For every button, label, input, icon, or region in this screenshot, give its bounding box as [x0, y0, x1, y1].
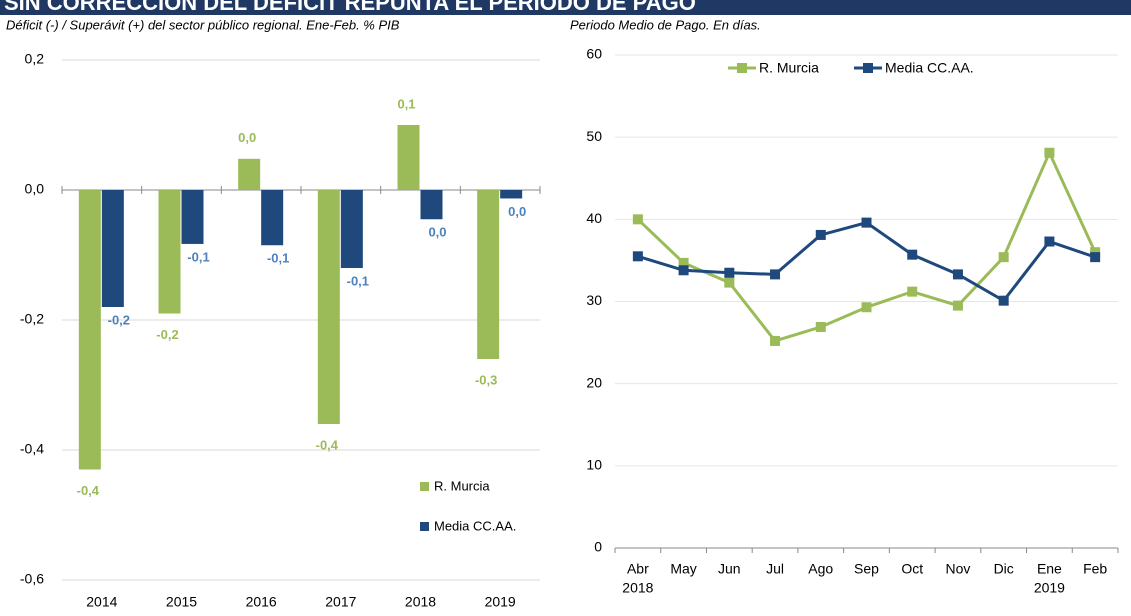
x-tick-label: Sep	[854, 561, 879, 577]
marker	[907, 249, 918, 260]
legend-label: Media CC.AA.	[434, 518, 516, 533]
y-tick-label: 40	[586, 210, 602, 226]
bar	[158, 190, 181, 314]
x-tick-label: 2015	[166, 594, 197, 610]
x-tick-label: Abr	[627, 561, 649, 577]
marker	[770, 335, 781, 346]
x-tick-label: Nov	[946, 561, 971, 577]
y-tick-label: 50	[586, 128, 602, 144]
bar	[420, 190, 443, 220]
marker	[770, 269, 781, 280]
bar	[238, 158, 261, 190]
legend-swatch	[420, 522, 429, 531]
marker	[998, 295, 1009, 306]
value-label: 0,0	[428, 225, 446, 240]
legend-label: R. Murcia	[434, 478, 490, 493]
marker	[907, 286, 918, 297]
x-tick-label: May	[670, 561, 696, 577]
y-tick-label: 0,0	[25, 181, 45, 197]
legend-marker	[863, 63, 873, 73]
marker	[724, 277, 735, 288]
x-tick-label: 2019	[485, 594, 516, 610]
value-label: 0,0	[508, 204, 526, 219]
bar	[101, 190, 124, 307]
value-label: -0,4	[316, 437, 339, 452]
bar	[181, 190, 204, 244]
marker	[1044, 236, 1055, 247]
value-label: -0,1	[347, 273, 369, 288]
x-tick-label: Oct	[901, 561, 923, 577]
marker	[815, 229, 826, 240]
x-group-label: 2018	[622, 580, 653, 596]
value-label: 0,0	[238, 130, 256, 145]
header-gap	[0, 15, 1131, 17]
value-label: -0,3	[475, 372, 497, 387]
x-tick-label: Ene	[1037, 561, 1062, 577]
line	[637, 220, 1096, 303]
marker	[1090, 252, 1101, 263]
header-band	[0, 0, 1131, 15]
x-group-label: 2019	[1034, 580, 1065, 596]
x-tick-label: Feb	[1083, 561, 1107, 577]
marker	[952, 300, 963, 311]
y-tick-label: -0,4	[20, 441, 44, 457]
x-tick-label: 2018	[405, 594, 436, 610]
y-tick-label: 60	[586, 46, 602, 62]
legend-swatch	[420, 482, 429, 491]
y-tick-label: 20	[586, 374, 602, 390]
x-tick-label: 2016	[246, 594, 277, 610]
y-tick-label: 10	[586, 457, 602, 473]
line	[636, 149, 1097, 343]
legend-label: R. Murcia	[759, 60, 819, 76]
chart-title: Déficit (-) / Superávit (+) del sector p…	[6, 17, 400, 32]
marker	[952, 269, 963, 280]
marker	[632, 214, 643, 225]
bar	[397, 125, 420, 190]
bar	[261, 190, 284, 246]
value-label: -0,4	[77, 483, 100, 498]
bar	[500, 190, 523, 199]
value-label: -0,1	[267, 251, 289, 266]
value-label: -0,1	[187, 249, 209, 264]
x-tick-label: Jun	[718, 561, 741, 577]
bar	[340, 190, 363, 268]
marker	[998, 252, 1009, 263]
y-tick-label: 30	[586, 292, 602, 308]
y-tick-label: 0	[594, 539, 602, 555]
x-tick-label: Dic	[994, 561, 1014, 577]
marker	[632, 251, 643, 262]
bar	[477, 190, 500, 359]
y-tick-label: -0,6	[20, 571, 44, 587]
marker	[861, 302, 872, 313]
legend-marker	[737, 63, 747, 73]
x-tick-label: 2014	[86, 594, 117, 610]
value-label: 0,1	[397, 96, 415, 111]
x-tick-label: 2017	[325, 594, 356, 610]
marker	[678, 257, 689, 268]
value-label: -0,2	[108, 312, 130, 327]
y-tick-label: 0,2	[25, 51, 45, 67]
bar	[78, 190, 101, 470]
marker	[861, 217, 872, 228]
marker	[678, 265, 689, 276]
x-tick-label: Ago	[808, 561, 833, 577]
bar	[317, 190, 340, 424]
marker	[724, 267, 735, 278]
y-tick-label: -0,2	[20, 311, 44, 327]
legend-label: Media CC.AA.	[885, 60, 974, 76]
chart-title: Periodo Medio de Pago. En días.	[570, 17, 761, 32]
marker	[1044, 147, 1055, 158]
value-label: -0,2	[156, 327, 178, 342]
x-tick-label: Jul	[766, 561, 784, 577]
marker	[815, 321, 826, 332]
header-title: SIN CORRECCIÓN DEL DÉFICIT REPUNTA EL PE…	[4, 0, 696, 15]
